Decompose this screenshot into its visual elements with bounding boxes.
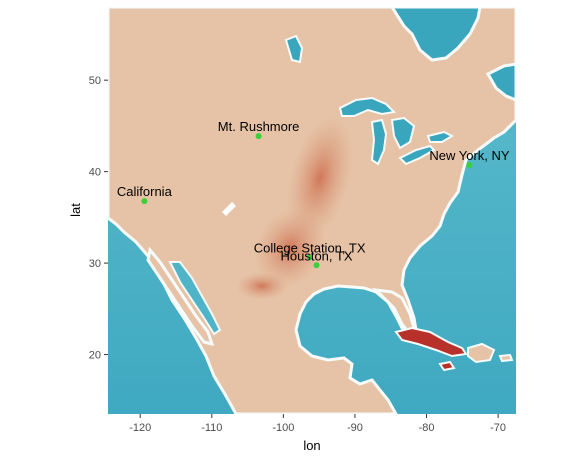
location-point	[466, 162, 473, 169]
x-tick-label: -120	[129, 422, 151, 434]
location-label: College Station, TX	[254, 240, 366, 255]
location-point	[141, 198, 148, 205]
y-tick-label: 50	[89, 75, 101, 87]
x-axis-ticks: -120 -110 -100 -90 -80 -70	[129, 414, 506, 434]
location-label: Houston, TX	[280, 248, 352, 263]
location-point	[306, 254, 313, 261]
northern-lake	[284, 34, 304, 64]
ridge-shading-south	[254, 207, 326, 289]
ridge-shading-texas	[236, 272, 288, 300]
y-tick-label: 20	[89, 350, 101, 362]
hispaniola-island	[467, 342, 496, 364]
cuba-island	[394, 326, 468, 358]
location-label: Mt. Rushmore	[218, 119, 300, 134]
hudson-bay	[390, 7, 482, 62]
location-label: California	[117, 184, 173, 199]
location-point	[313, 262, 320, 269]
salt-flat	[222, 202, 236, 216]
gulf-of-st-lawrence	[485, 62, 516, 102]
x-tick-label: -70	[490, 422, 506, 434]
points-layer	[141, 133, 473, 269]
puerto-rico-island	[498, 353, 514, 363]
location-label: New York, NY	[429, 148, 510, 163]
x-tick-label: -80	[419, 422, 435, 434]
y-axis-ticks: 20 30 40 50	[89, 75, 108, 362]
lake-superior	[338, 96, 397, 117]
x-tick-label: -90	[347, 422, 363, 434]
y-tick-label: 30	[89, 258, 101, 270]
lake-erie-ontario	[398, 130, 455, 166]
x-tick-label: -110	[201, 422, 222, 434]
jamaica-island	[438, 360, 456, 372]
gulf-of-california	[168, 261, 222, 336]
x-axis-title: lon	[303, 438, 320, 453]
labels-layer: Mt. Rushmore New York, NY California Colleg…	[117, 119, 510, 263]
y-axis-title: lat	[68, 203, 83, 217]
watercolor-basemap	[108, 7, 516, 414]
x-tick-label: -100	[272, 422, 294, 434]
location-point	[255, 133, 262, 140]
baja-peninsula	[146, 246, 215, 347]
lake-michigan-huron	[370, 116, 416, 166]
y-tick-label: 40	[89, 167, 101, 179]
